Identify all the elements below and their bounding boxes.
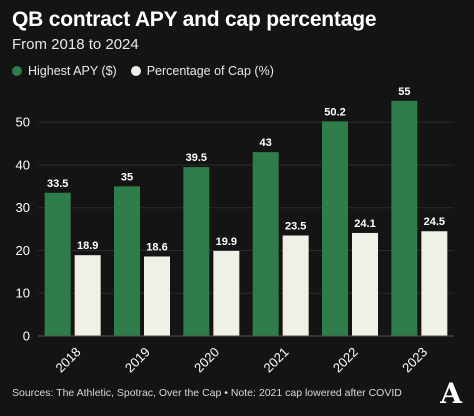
- cap-bar: [213, 250, 240, 336]
- cap-bar: [74, 255, 101, 336]
- y-tick-label: 30: [16, 200, 30, 215]
- source-note: Sources: The Athletic, Spotrac, Over the…: [12, 387, 402, 399]
- y-tick-label: 0: [23, 329, 30, 344]
- y-tick-label: 20: [16, 243, 30, 258]
- cap-data-label: 18.6: [146, 241, 167, 253]
- apy-bar: [183, 167, 210, 336]
- apy-data-label: 39.5: [186, 152, 207, 164]
- chart-legend: Highest APY ($) Percentage of Cap (%): [12, 64, 274, 78]
- apy-bar: [391, 100, 418, 337]
- chart-subtitle: From 2018 to 2024: [12, 36, 139, 53]
- x-tick-label: 2021: [261, 344, 292, 375]
- cap-bar: [421, 231, 448, 336]
- y-tick-label: 40: [16, 157, 30, 172]
- legend-swatch-cap: [130, 66, 141, 76]
- apy-bar: [114, 186, 140, 336]
- cap-data-label: 23.5: [285, 221, 306, 233]
- chart-title: QB contract APY and cap percentage: [12, 8, 377, 31]
- cap-data-label: 19.9: [216, 236, 237, 248]
- apy-data-label: 55: [398, 86, 410, 98]
- x-tick-label: 2023: [399, 344, 430, 375]
- publisher-logo: A: [440, 377, 462, 410]
- cap-bar: [144, 256, 170, 336]
- apy-data-label: 35: [121, 171, 133, 183]
- cap-bar: [352, 232, 378, 336]
- cap-data-label: 18.9: [77, 240, 98, 252]
- apy-bar: [252, 152, 279, 336]
- x-tick-label: 2019: [122, 344, 153, 375]
- cap-data-label: 24.5: [424, 216, 445, 228]
- apy-data-label: 43: [260, 137, 272, 149]
- legend-swatch-apy: [12, 66, 22, 76]
- y-tick-label: 50: [16, 115, 30, 130]
- cap-data-label: 24.1: [354, 218, 375, 230]
- legend-label-cap: Percentage of Cap (%): [146, 64, 274, 78]
- legend-item-apy: Highest APY ($): [12, 64, 117, 78]
- legend-label-apy: Highest APY ($): [28, 64, 117, 78]
- apy-bar: [322, 121, 348, 337]
- x-tick-label: 2020: [191, 344, 222, 375]
- y-tick-label: 10: [16, 286, 30, 301]
- legend-item-cap: Percentage of Cap (%): [130, 64, 274, 78]
- apy-data-label: 50.2: [324, 106, 345, 118]
- apy-data-label: 33.5: [47, 178, 68, 190]
- x-tick-label: 2018: [53, 344, 84, 375]
- x-tick-label: 2022: [330, 344, 361, 375]
- apy-bar: [44, 192, 71, 336]
- cap-bar: [282, 235, 309, 336]
